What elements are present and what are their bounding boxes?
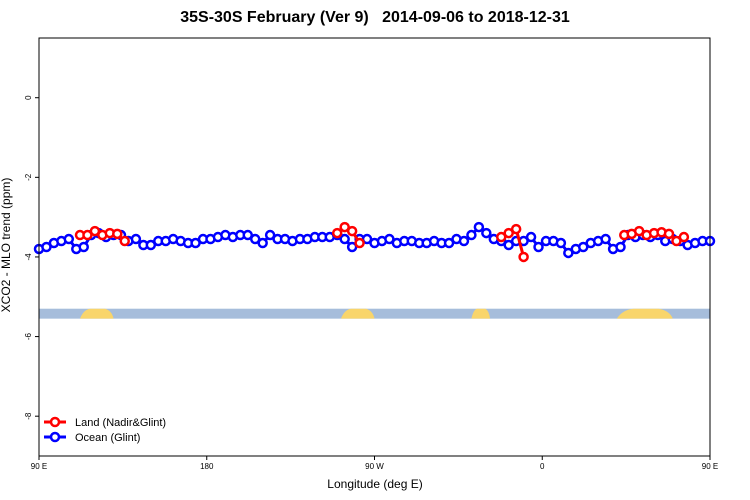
series-layer — [33, 221, 716, 263]
data-point — [331, 227, 343, 239]
data-point — [615, 241, 626, 253]
data-point — [663, 228, 675, 240]
y-axis-label: XCO2 - MLO trend (ppm) — [0, 178, 13, 313]
data-point — [384, 233, 395, 245]
data-point — [510, 223, 522, 235]
data-point — [354, 237, 365, 249]
data-point — [78, 241, 89, 253]
data-point — [555, 237, 567, 249]
data-point — [678, 231, 690, 243]
legend: Land (Nadir&Glint) Ocean (Glint) — [44, 416, 166, 444]
data-point — [361, 233, 373, 245]
data-point — [89, 225, 101, 237]
x-tick-label: 90 E — [31, 462, 47, 471]
x-tick-label: 90 W — [365, 462, 384, 471]
land-segment — [340, 308, 375, 319]
y-tick-label: 0 — [24, 95, 33, 100]
data-point — [671, 235, 682, 247]
legend-label: Ocean (Glint) — [75, 432, 140, 444]
data-point — [473, 221, 485, 233]
data-point — [190, 237, 201, 249]
data-point — [466, 229, 477, 241]
data-point — [339, 221, 350, 233]
data-point — [346, 241, 358, 253]
y-axis: 0 -2 -4 -6 -8 — [24, 95, 39, 420]
data-point — [41, 241, 52, 253]
series-group — [33, 221, 716, 259]
data-point — [257, 237, 268, 249]
x-tick-label: 180 — [200, 462, 214, 471]
land-segment — [616, 308, 673, 319]
land-segment — [80, 308, 114, 319]
data-point — [525, 231, 537, 243]
land-segment — [471, 308, 491, 319]
data-point — [458, 235, 470, 247]
data-point — [145, 239, 157, 251]
data-point — [119, 235, 130, 247]
data-point — [339, 233, 350, 245]
y-tick-label: -2 — [24, 173, 33, 181]
y-tick-label: -6 — [24, 332, 33, 340]
data-point — [503, 239, 514, 251]
legend-marker — [49, 416, 61, 428]
chart-title: 35S-30S February (Ver 9) 2014-09-06 to 2… — [180, 9, 570, 26]
data-point — [63, 233, 75, 245]
data-point — [346, 225, 358, 237]
data-point — [112, 228, 123, 240]
data-point — [578, 241, 589, 253]
data-point — [249, 233, 261, 245]
land-ocean-mask — [39, 308, 710, 319]
legend-marker — [49, 431, 61, 443]
data-point — [481, 227, 492, 239]
ocean-strip — [39, 308, 710, 319]
data-point — [242, 229, 254, 241]
x-tick-label: 90 E — [702, 462, 718, 471]
x-tick-label: 0 — [540, 462, 545, 471]
data-point — [495, 231, 507, 243]
data-point — [130, 233, 142, 245]
data-point — [443, 237, 455, 249]
data-point — [563, 247, 574, 259]
data-point — [533, 241, 544, 253]
data-point — [518, 251, 529, 263]
legend-label: Land (Nadir&Glint) — [75, 417, 166, 429]
y-tick-label: -4 — [24, 253, 33, 261]
y-tick-label: -8 — [24, 412, 33, 420]
data-point — [264, 229, 276, 241]
data-point — [503, 227, 514, 239]
data-point — [600, 233, 611, 245]
x-axis-label: Longitude (deg E) — [327, 477, 422, 491]
data-point — [82, 229, 93, 241]
series-group — [74, 221, 690, 263]
x-axis: 90 E 180 90 W 0 90 E — [31, 456, 718, 471]
data-point — [633, 225, 645, 237]
